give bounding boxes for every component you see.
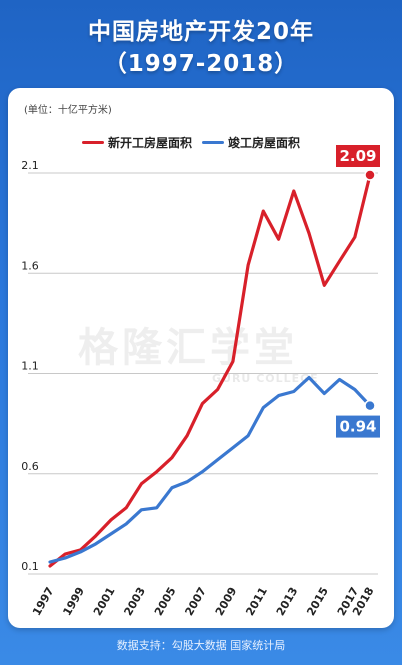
legend-swatch-new xyxy=(82,141,104,144)
end-point-1 xyxy=(364,399,376,412)
x-tick-label: 2003 xyxy=(121,585,148,618)
x-tick-label: 2015 xyxy=(304,585,331,618)
x-tick-label: 2001 xyxy=(91,585,118,618)
series-line-1 xyxy=(48,375,372,564)
y-tick-label: 0.1 xyxy=(21,560,39,573)
end-point-0 xyxy=(364,169,376,181)
x-tick-label: 2007 xyxy=(182,585,209,618)
callout-label-0: 2.09 xyxy=(339,147,376,165)
x-tick-label: 1997 xyxy=(30,585,57,618)
y-tick-label: 2.1 xyxy=(21,159,39,172)
x-tick-label: 2009 xyxy=(213,585,240,618)
callout-box-1 xyxy=(336,415,380,438)
x-tick-label: 2013 xyxy=(274,585,301,618)
x-tick-label: 2005 xyxy=(152,585,179,618)
y-tick-label: 1.6 xyxy=(21,259,39,272)
callout-label-1: 0.94 xyxy=(339,418,376,436)
y-tick-label: 1.1 xyxy=(21,360,39,373)
data-source: 数据支持：勾股大数据 国家统计局 xyxy=(116,639,286,652)
chart-card xyxy=(8,88,394,628)
unit-label: (单位：十亿平方米) xyxy=(24,105,112,116)
callout-box-0 xyxy=(336,145,380,168)
y-tick-label: 0.6 xyxy=(21,460,39,473)
title-line-2: （1997-2018） xyxy=(103,51,299,77)
legend-label-new: 新开工房屋面积 xyxy=(108,136,193,150)
title-line-1: 中国房地产开发20年 xyxy=(87,19,314,45)
series-line-0 xyxy=(48,173,372,568)
x-tick-label: 2011 xyxy=(243,585,270,618)
legend-label-done: 竣工房屋面积 xyxy=(228,136,301,150)
legend-swatch-done xyxy=(202,141,224,144)
x-tick-label: 1999 xyxy=(61,585,88,618)
